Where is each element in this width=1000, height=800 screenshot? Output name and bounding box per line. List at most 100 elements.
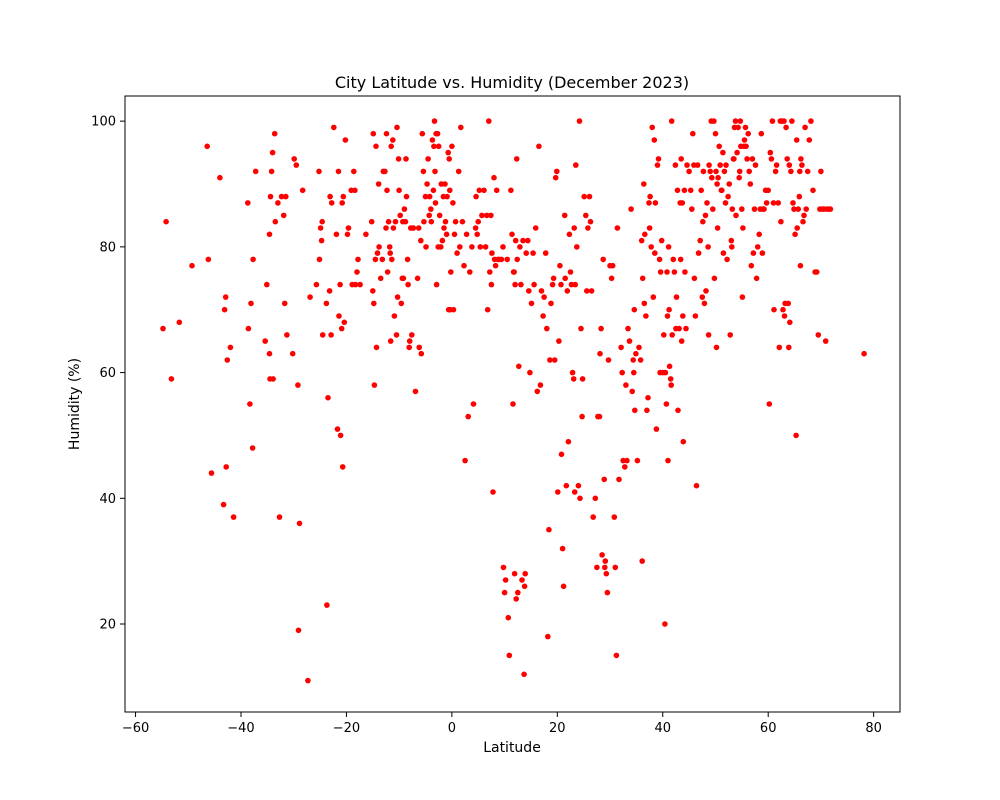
data-point-175 <box>443 231 450 238</box>
data-point-410 <box>684 162 690 168</box>
data-point-18 <box>247 401 253 407</box>
data-point-541 <box>806 137 813 143</box>
data-point-249 <box>521 583 528 590</box>
data-point-86 <box>357 281 363 288</box>
data-point-351 <box>637 357 644 363</box>
data-point-365 <box>649 124 655 131</box>
data-point-120 <box>395 156 402 162</box>
data-point-188 <box>454 250 460 256</box>
data-point-393 <box>671 269 678 275</box>
data-point-94 <box>373 143 379 150</box>
data-point-279 <box>558 281 564 288</box>
data-point-182 <box>448 269 454 275</box>
data-point-42 <box>291 156 298 162</box>
data-point-473 <box>739 294 746 300</box>
data-point-133 <box>406 344 413 351</box>
data-point-251 <box>523 250 529 256</box>
data-point-519 <box>786 344 792 351</box>
data-point-138 <box>410 225 417 231</box>
data-point-514 <box>781 313 788 319</box>
data-point-52 <box>316 256 323 263</box>
data-point-2 <box>168 376 175 382</box>
data-point-174 <box>442 218 449 225</box>
data-point-148 <box>422 193 429 200</box>
data-point-118 <box>394 124 400 131</box>
data-point-313 <box>594 564 600 571</box>
data-point-555 <box>861 350 867 357</box>
data-point-151 <box>425 156 431 162</box>
data-point-190 <box>457 244 463 250</box>
data-point-30 <box>269 149 276 156</box>
data-point-207 <box>481 187 487 194</box>
data-point-16 <box>245 200 251 206</box>
data-point-244 <box>517 244 523 250</box>
data-point-276 <box>555 489 561 495</box>
data-point-330 <box>612 564 619 571</box>
data-point-4 <box>189 262 195 269</box>
data-point-7 <box>208 470 215 476</box>
data-point-375 <box>657 269 664 275</box>
data-point-298 <box>575 482 582 489</box>
data-point-488 <box>753 275 760 282</box>
data-point-163 <box>433 281 440 288</box>
data-point-322 <box>602 558 609 564</box>
data-point-126 <box>400 275 407 282</box>
data-point-232 <box>509 231 515 238</box>
data-point-22 <box>252 168 259 175</box>
data-point-479 <box>744 156 750 162</box>
data-point-521 <box>787 319 793 326</box>
data-point-451 <box>721 168 728 175</box>
data-point-179 <box>446 156 453 162</box>
data-point-206 <box>479 212 485 219</box>
data-point-228 <box>504 256 511 263</box>
data-point-294 <box>571 489 578 495</box>
data-point-404 <box>679 200 686 206</box>
data-point-341 <box>626 338 633 344</box>
data-point-92 <box>371 382 378 388</box>
data-point-39 <box>283 193 289 200</box>
data-point-323 <box>603 570 610 577</box>
data-point-398 <box>675 407 681 414</box>
data-point-56 <box>319 332 326 338</box>
data-point-422 <box>698 187 704 194</box>
data-point-131 <box>404 256 411 263</box>
data-point-335 <box>619 369 625 376</box>
data-point-199 <box>470 401 477 407</box>
data-point-554 <box>827 206 834 212</box>
data-point-60 <box>326 288 333 294</box>
data-point-407 <box>681 187 688 194</box>
data-point-359 <box>644 407 650 414</box>
data-point-346 <box>631 306 638 313</box>
data-point-370 <box>653 426 660 432</box>
data-point-20 <box>249 445 256 451</box>
data-point-140 <box>414 275 421 282</box>
data-point-0 <box>160 325 166 332</box>
data-point-209 <box>483 212 490 219</box>
data-point-259 <box>534 388 541 395</box>
data-point-95 <box>373 344 380 351</box>
data-point-332 <box>614 225 621 231</box>
data-point-506 <box>773 162 780 168</box>
data-point-513 <box>781 118 787 124</box>
data-point-130 <box>403 193 410 200</box>
data-point-507 <box>775 200 781 206</box>
data-point-217 <box>491 174 497 181</box>
data-point-84 <box>354 269 360 275</box>
data-point-44 <box>295 382 301 388</box>
data-point-123 <box>398 300 405 307</box>
data-point-436 <box>710 206 716 212</box>
data-point-465 <box>733 212 739 219</box>
data-point-424 <box>700 218 706 225</box>
data-point-35 <box>276 514 283 520</box>
data-point-367 <box>651 137 658 143</box>
data-point-214 <box>488 281 495 288</box>
data-point-198 <box>469 244 475 250</box>
data-point-36 <box>278 193 285 200</box>
data-point-250 <box>522 570 528 577</box>
data-point-333 <box>616 476 622 483</box>
data-point-500 <box>767 149 774 156</box>
data-point-292 <box>570 376 577 382</box>
data-point-301 <box>578 325 584 332</box>
data-point-324 <box>604 589 611 596</box>
data-point-442 <box>714 181 720 187</box>
